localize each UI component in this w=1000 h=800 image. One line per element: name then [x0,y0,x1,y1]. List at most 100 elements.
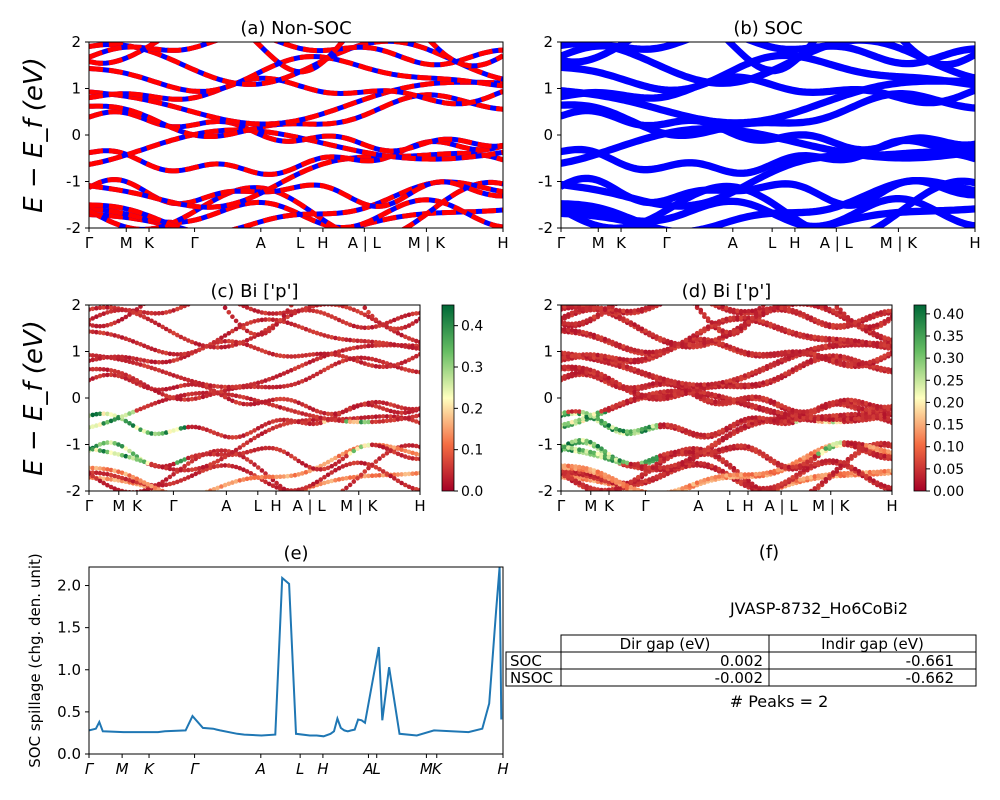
scatter-point [366,309,371,315]
scatter-point [226,310,232,315]
scatter-point [127,477,132,483]
chart-title-a: (a) Non-SOC [240,18,351,39]
scatter-point [640,491,645,496]
scatter-point [119,316,125,322]
scatter-point [112,468,117,474]
scatter-point [654,276,659,281]
scatter-point [663,305,665,306]
scatter-point [871,403,876,408]
scatter-point [702,336,707,342]
scatter-point [694,452,700,457]
scatter-point [369,462,375,468]
scatter-point [369,400,375,405]
scatter-point [661,465,667,470]
scatter-point [768,306,773,311]
y-tick-label-e: 0.0 [57,745,81,763]
scatter-point [230,480,235,485]
scatter-point [197,492,202,497]
scatter-point [97,366,103,372]
scatter-point [698,432,704,438]
scatter-point [116,487,121,491]
scatter-point [406,312,412,318]
scatter-point [727,444,733,450]
scatter-point [694,336,700,342]
scatter-point [222,448,228,454]
colorbar-tick-label-d: 0.05 [933,462,964,478]
scatter-point [801,415,806,420]
scatter-point [138,309,143,315]
scatter-point [204,463,209,469]
scatter-point [167,359,173,364]
scatter-point [562,364,567,370]
scatter-point [296,364,301,370]
scatter-point [654,349,659,354]
scatter-point [277,396,283,402]
scatter-point [812,407,818,413]
scatter-point [270,311,276,316]
scatter-point [588,439,593,445]
scatter-point [849,338,854,343]
scatter-point [864,315,869,320]
scatter-point [669,499,674,504]
scatter-point [101,476,106,481]
scatter-point [617,401,623,407]
scatter-point [694,330,700,336]
scatter-point [819,459,825,464]
scatter-point [727,330,733,335]
scatter-point [764,320,770,326]
scatter-point [138,380,143,385]
scatter-point [90,473,95,479]
scatter-point [797,409,803,414]
scatter-point [281,316,287,322]
scatter-point [801,476,806,482]
scatter-point [366,339,371,344]
y-tick-label-e: 1.0 [57,661,81,679]
scatter-point [101,449,106,454]
scatter-point [274,485,279,490]
scatter-point [182,425,187,430]
scatter-point [322,466,327,472]
scatter-point [683,484,689,490]
scatter-point [566,364,571,370]
scatter-point [742,481,748,486]
scatter-point [266,474,272,480]
scatter-point [351,405,357,411]
scatter-point [325,416,331,422]
scatter-point [783,356,788,361]
scatter-point [171,461,176,467]
scatter-point [683,381,689,387]
scatter-point [296,400,301,406]
scatter-point [336,349,342,354]
scatter-point [200,381,206,387]
scatter-point [204,393,209,399]
scatter-point [724,433,729,439]
scatter-point [566,327,571,333]
scatter-point [790,269,795,274]
scatter-point [632,288,637,293]
scatter-point [628,320,634,325]
scatter-point [179,493,184,498]
scatter-point [167,466,173,472]
scatter-point [182,467,187,473]
scatter-point [654,305,659,309]
scatter-point [347,419,353,425]
scatter-point [259,468,265,473]
scatter-point [687,449,692,455]
colorbar-tick-label-d: 0.25 [933,373,964,389]
scatter-point [687,503,692,508]
scatter-point [226,338,232,344]
colorbar-tick-label-c: 0.2 [461,401,483,417]
scatter-point [658,494,663,499]
scatter-point [647,394,652,399]
scatter-point [749,370,755,376]
scatter-point [635,357,641,362]
scatter-point [292,366,298,372]
scatter-point [878,482,884,487]
scatter-point [119,354,125,360]
scatter-point [141,314,147,320]
scatter-point [662,497,667,502]
scatter-point [105,472,110,477]
scatter-point [713,503,718,508]
scatter-point [562,327,567,332]
